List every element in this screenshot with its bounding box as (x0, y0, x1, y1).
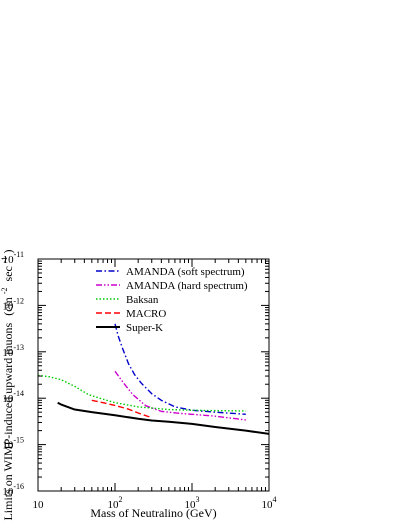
x-tick-label: 10 (33, 499, 45, 511)
series-line-macro (91, 399, 152, 419)
x-axis-title: Mass of Neutralino (GeV) (90, 506, 216, 520)
x-tick-label: 103 (185, 495, 200, 511)
series-line-amanda-hard-spectrum (114, 370, 246, 421)
labels-layer: 10 102 103 104 10-16 10-15 10-14 10-13 10-12 10-1… (2, 250, 276, 511)
legend-label: Super-K (126, 322, 163, 334)
series-line-super-k (57, 401, 269, 435)
x-tick-label: 102 (108, 495, 123, 511)
y-tick-label: 10-15 (2, 436, 24, 452)
y-tick-label: 10-16 (2, 482, 24, 498)
ticks-layer (37, 258, 270, 492)
y-tick-label: 10-12 (2, 296, 24, 312)
y-axis-title: Limits on WIMP-induced upward muons (cm … (0, 249, 15, 520)
x-tick-label: 104 (262, 495, 277, 511)
plot-frame (37, 258, 270, 492)
legend-label: AMANDA (hard spectrum) (126, 280, 248, 292)
series-layer (38, 323, 269, 435)
legend-label: AMANDA (soft spectrum) (126, 266, 245, 278)
y-tick-label: 10-11 (3, 250, 24, 266)
series-line-amanda-soft-spectrum (114, 323, 246, 415)
legend-label: Baksan (126, 294, 159, 306)
y-tick-label: 10-13 (2, 343, 24, 359)
legend: AMANDA (soft spectrum) AMANDA (hard spect… (96, 266, 248, 334)
legend-label: MACRO (126, 308, 166, 320)
series-line-baksan (38, 374, 246, 412)
y-tick-label: 10-14 (2, 389, 24, 405)
